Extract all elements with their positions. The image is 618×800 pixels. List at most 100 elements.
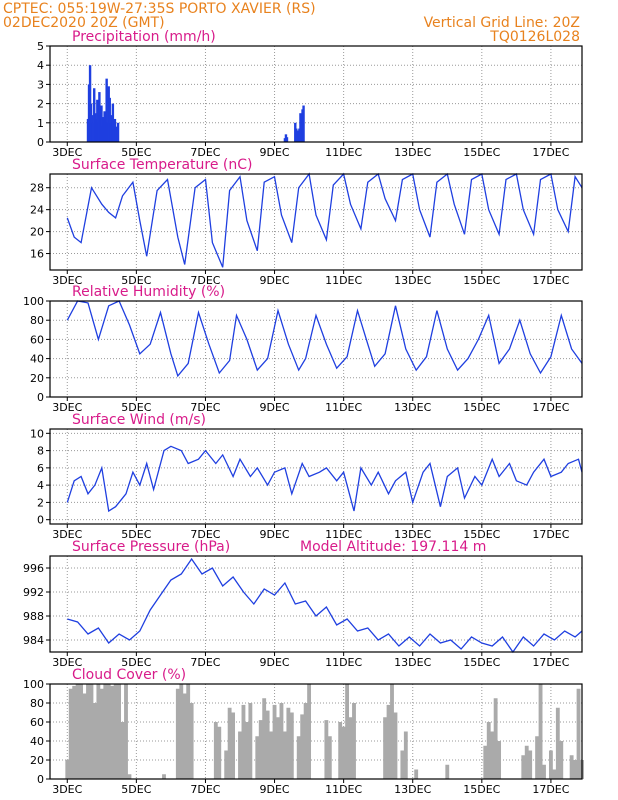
humidity-ytick-label: 60 (30, 333, 44, 346)
pressure-ytick-label: 988 (23, 610, 44, 623)
precip-bar (96, 99, 99, 142)
cloud-bar (483, 745, 488, 779)
cloud-bar (289, 712, 294, 779)
wind-ytick-label: 2 (37, 496, 44, 509)
wind-xtick-label: 15DEC (463, 528, 500, 541)
pressure-ytick-label: 992 (23, 586, 44, 599)
cloud-bar (393, 712, 398, 779)
temperature-xtick-label: 9DEC (259, 274, 289, 287)
cloud-ytick-label: 20 (30, 754, 44, 767)
temperature-xtick-label: 5DEC (121, 274, 151, 287)
cloud-xtick-label: 9DEC (259, 783, 289, 796)
cloud-bar (65, 760, 70, 779)
pressure-series-line (67, 557, 583, 654)
wind-series-line (66, 445, 583, 513)
cloud-bar (400, 750, 405, 779)
humidity-frame (49, 300, 583, 398)
cloud-bar (573, 760, 578, 779)
cloud-bar (352, 703, 356, 779)
humidity-xtick-label: 7DEC (190, 401, 220, 414)
cloud-bar (569, 755, 574, 779)
cloud-bar (486, 722, 491, 779)
cloud-xtick-label: 7DEC (190, 783, 220, 796)
cloud-bar (528, 750, 533, 779)
header-model-code: TQ0126L028 (489, 29, 580, 45)
humidity-series-line (66, 300, 583, 378)
cloud-bar (269, 731, 274, 779)
cloud-bar (248, 703, 253, 779)
wind-ytick-label: 0 (37, 514, 44, 527)
cloud-bar (124, 684, 128, 779)
pressure-xtick-label: 9DEC (259, 656, 289, 669)
humidity-title: Relative Humidity (%) (72, 284, 225, 300)
cloud-bar (99, 688, 104, 779)
cloud-bar (258, 720, 263, 779)
cloud-bar (348, 717, 353, 779)
cloud-bar (497, 741, 502, 779)
cloud-bar (79, 684, 84, 779)
precip-frame (49, 45, 583, 143)
cloud-bar (538, 684, 543, 779)
precip-bar (108, 97, 111, 142)
cloud-bar (341, 726, 346, 779)
humidity-xtick-label: 17DEC (532, 401, 569, 414)
humidity-ytick-label: 100 (23, 295, 44, 308)
cloud-bar (120, 722, 125, 779)
cloud-bar (286, 707, 291, 779)
precip-ytick-label: 1 (37, 117, 44, 130)
cloud-bar (345, 684, 350, 779)
cloud-bar (265, 710, 270, 779)
wind-xtick-label: 13DEC (394, 528, 431, 541)
cloud-bar (576, 688, 581, 779)
cloud-ytick-label: 0 (37, 773, 44, 786)
humidity-xtick-label: 9DEC (259, 401, 289, 414)
cloud-bar (338, 722, 343, 779)
cloud-bar (244, 722, 249, 779)
cloud-bar (182, 693, 187, 779)
pressure-xtick-label: 13DEC (394, 656, 431, 669)
precip-bar (285, 137, 289, 142)
cloud-panel: 0 20 40 60 80 100 3DEC 5DEC 7DEC 9DEC 11DEC 13DEC 15… (23, 678, 584, 796)
cloud-bar (535, 736, 540, 779)
humidity-ytick-label: 20 (30, 372, 44, 385)
temperature-xtick-label: 3DEC (52, 274, 82, 287)
precip-bar (299, 113, 302, 142)
temperature-xtick-label: 13DEC (394, 274, 431, 287)
temperature-xtick-label: 11DEC (325, 274, 362, 287)
cloud-bar (307, 684, 312, 779)
temperature-ytick-label: 24 (30, 204, 44, 217)
wind-panel: 0 2 4 6 8 10 3DEC 5DEC 7DEC 9DEC 11DEC 13DEC 15DEC 17… (30, 427, 583, 541)
humidity-xtick-label: 5DEC (121, 401, 151, 414)
temperature-ytick-label: 28 (30, 182, 44, 195)
cloud-bar (241, 704, 246, 779)
temperature-panel: 16 20 24 28 3DEC 5DEC 7DEC 9DEC 11DEC 13DEC 15DEC 1… (30, 172, 583, 287)
humidity-ytick-label: 40 (30, 353, 44, 366)
precip-xtick-label: 3DEC (52, 146, 82, 159)
humidity-ytick-label: 0 (37, 391, 44, 404)
cloud-bar (92, 703, 97, 779)
cloud-bar (117, 684, 122, 779)
humidity-xtick-label: 13DEC (394, 401, 431, 414)
cloud-bar (521, 755, 526, 779)
precip-ytick-label: 3 (37, 78, 44, 91)
wind-title: Surface Wind (m/s) (72, 412, 206, 428)
cloud-ytick-label: 80 (30, 697, 44, 710)
pressure-ytick-label: 984 (23, 634, 44, 647)
precip-xtick-label: 15DEC (463, 146, 500, 159)
cloud-bar (324, 720, 329, 779)
precip-bar (105, 78, 108, 142)
cloud-bar (296, 736, 301, 779)
cloud-bar (227, 707, 232, 779)
temperature-frame (49, 173, 583, 271)
wind-xtick-label: 11DEC (325, 528, 362, 541)
cloud-bar (86, 684, 90, 779)
precip-xtick-label: 13DEC (394, 146, 431, 159)
cloud-bar (552, 769, 557, 779)
cloud-bar (559, 741, 564, 779)
cloud-bar (189, 703, 194, 779)
wind-frame (49, 428, 583, 525)
cloud-ytick-label: 60 (30, 716, 44, 729)
cloud-bar (445, 764, 450, 779)
cloud-bar (390, 684, 394, 779)
